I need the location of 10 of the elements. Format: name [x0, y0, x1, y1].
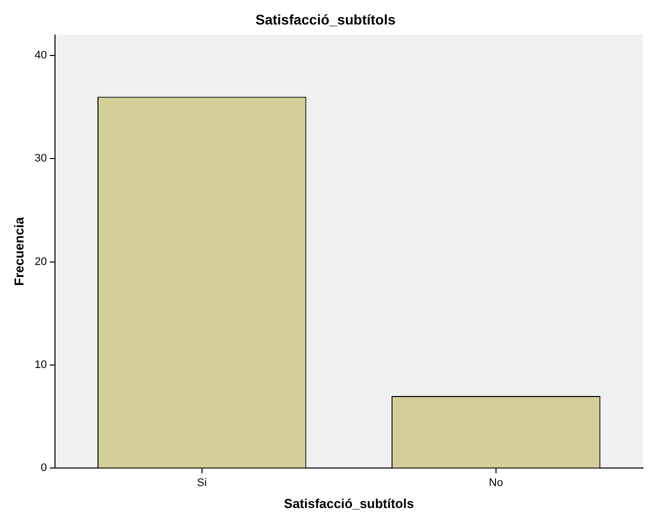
chart-title: Satisfacció_subtítols: [255, 11, 396, 28]
y-tick-label: 30: [34, 152, 47, 165]
y-axis-title: Frecuencia: [11, 216, 26, 286]
y-tick-label: 40: [34, 49, 47, 62]
y-tick-label: 10: [34, 359, 47, 372]
x-axis-title: Satisfacció_subtítols: [284, 496, 414, 511]
y-tick-label: 0: [40, 462, 47, 474]
y-tick-label: 20: [34, 256, 47, 268]
x-tick-label: Si: [196, 476, 207, 489]
x-tick-label: No: [488, 476, 503, 489]
